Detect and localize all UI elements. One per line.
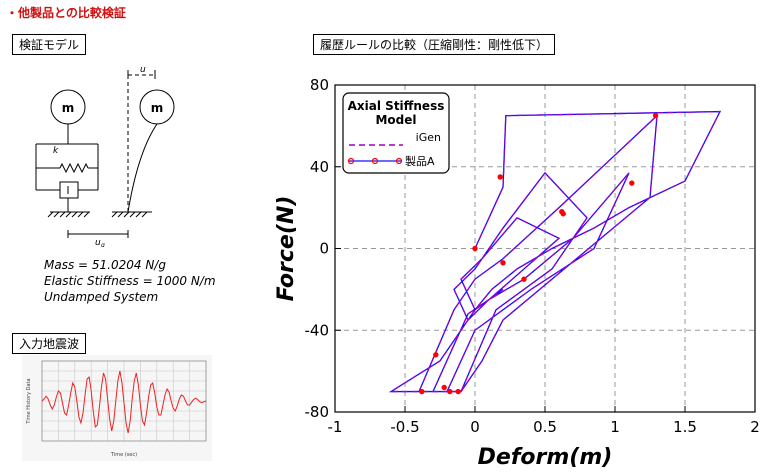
wave-x-label: Time (sec) xyxy=(110,452,137,458)
damper-shape xyxy=(59,181,79,199)
series-igen-line xyxy=(388,110,722,393)
hysteresis-chart: -1 -0.5 0 0.5 1 1.5 2 -80 -40 0 40 80 Deform(m) Force… xyxy=(274,76,760,470)
spring-shape xyxy=(59,162,89,174)
legend-igen-label: iGen xyxy=(416,131,441,144)
series-product-a-marker xyxy=(629,180,635,186)
wave-line xyxy=(41,370,207,434)
x-tick-label: 0.5 xyxy=(533,418,557,436)
series-product-a-marker xyxy=(652,112,659,119)
x-tick-label: -1 xyxy=(328,418,343,436)
series-product-a-marker xyxy=(419,388,425,395)
series-product-a-marker xyxy=(441,384,447,391)
y-tick-label: -40 xyxy=(305,321,330,339)
param-mass: Mass = 51.0204 N/g xyxy=(44,258,166,272)
legend-product-marker xyxy=(395,157,403,165)
series-product-a-marker xyxy=(433,352,439,358)
x-tick-label: 1 xyxy=(610,418,620,436)
wave-label: 入力地震波 xyxy=(12,333,87,354)
legend-box xyxy=(342,92,450,174)
y-tick-label: 80 xyxy=(310,76,329,94)
series-product-a-marker xyxy=(455,388,461,395)
chart-label: 履歴ルールの比較（圧縮剛性：剛性低下） xyxy=(313,34,556,55)
model-diagram: m m k u u g xyxy=(35,65,175,247)
series-product-a-marker xyxy=(497,174,503,180)
series-product-a-marker xyxy=(500,260,506,266)
series-product-a-marker xyxy=(521,276,527,282)
legend-product-label: 製品A xyxy=(405,154,435,168)
x-axis-label: Deform(m) xyxy=(478,445,613,470)
u-label: u xyxy=(140,65,146,75)
legend-product-marker xyxy=(347,157,355,165)
legend-title: Model xyxy=(375,113,416,127)
legend-title: Axial Stiffness xyxy=(348,99,445,113)
right-mass-label: m xyxy=(151,101,164,115)
ug-label: u xyxy=(95,238,101,247)
wave-y-label: Time History Data xyxy=(26,378,32,424)
x-tick-label: 2 xyxy=(750,418,760,436)
model-label: 検証モデル xyxy=(12,34,87,55)
series-product-a-marker xyxy=(447,388,453,395)
input-wave-chart: Time (sec) Time History Data xyxy=(22,355,212,461)
ug-subscript: g xyxy=(101,242,105,247)
deformed-column xyxy=(127,123,158,213)
page-title: ・他製品との比較検証 xyxy=(6,6,126,20)
legend-product-marker xyxy=(371,157,379,165)
param-stiffness: Elastic Stiffness = 1000 N/m xyxy=(44,274,216,288)
plot-frame xyxy=(334,84,756,413)
x-tick-label: 0 xyxy=(470,418,480,436)
param-system: Undamped System xyxy=(44,290,159,304)
series-product-a-marker xyxy=(472,245,478,252)
y-tick-label: 40 xyxy=(310,158,329,176)
wave-bg xyxy=(22,355,212,461)
y-tick-label: 0 xyxy=(319,240,329,258)
x-tick-label: -0.5 xyxy=(390,418,419,436)
x-tick-label: 1.5 xyxy=(673,418,697,436)
y-tick-label: -80 xyxy=(305,403,330,421)
y-axis-label: Force(N) xyxy=(274,196,299,302)
left-mass-label: m xyxy=(62,101,75,115)
series-product-a-marker xyxy=(560,211,566,217)
spring-label: k xyxy=(53,146,59,156)
